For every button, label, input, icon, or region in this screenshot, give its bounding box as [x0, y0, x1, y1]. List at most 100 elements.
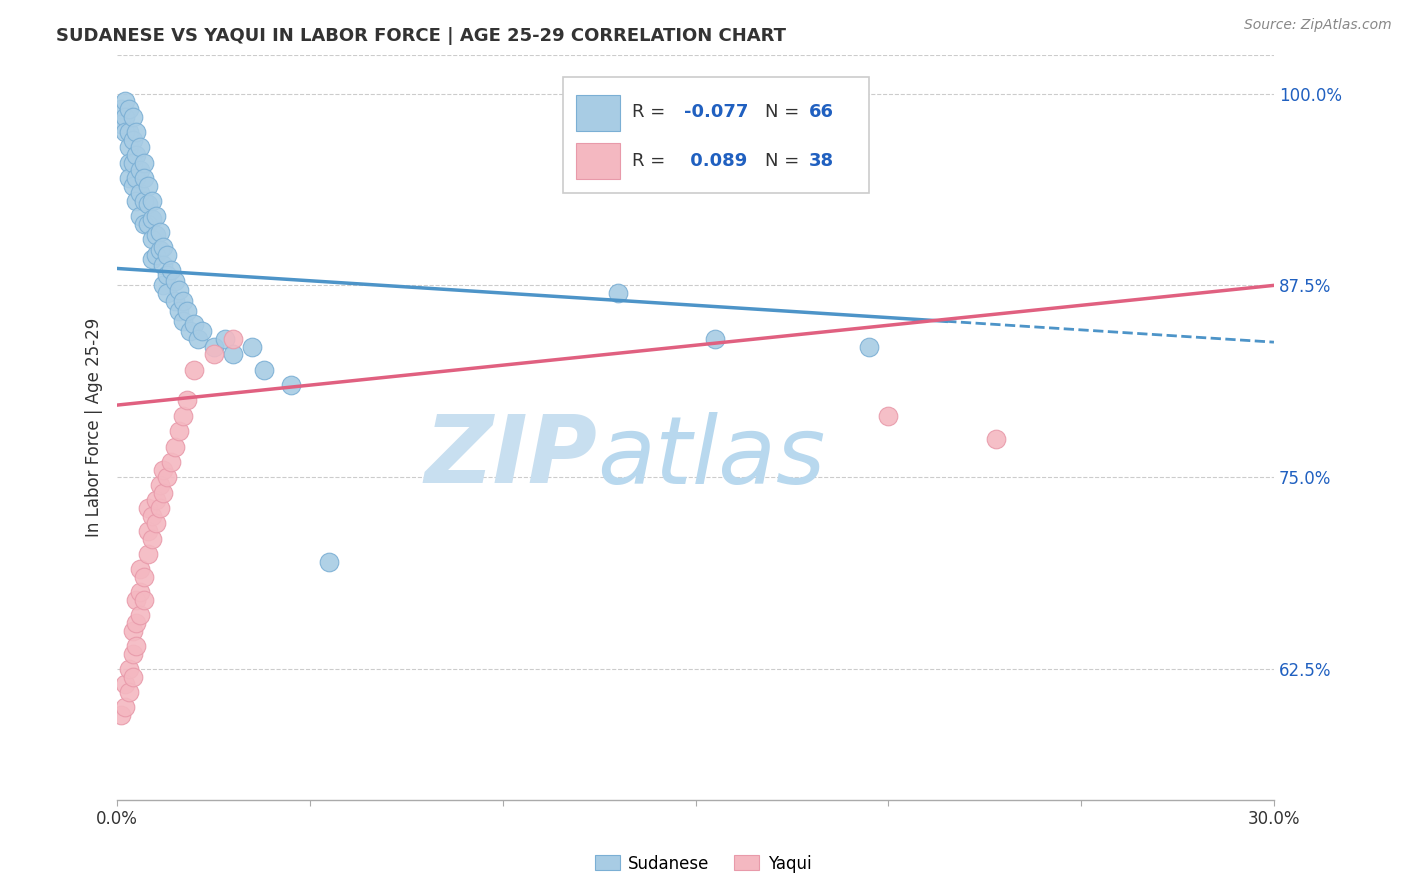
Point — [202, 347, 225, 361]
Point — [110, 102, 132, 116]
Point — [118, 140, 141, 154]
FancyBboxPatch shape — [562, 78, 869, 193]
Point — [136, 197, 159, 211]
Text: R =: R = — [631, 103, 671, 121]
Text: ZIP: ZIP — [425, 411, 598, 503]
Point — [134, 570, 156, 584]
Point — [141, 232, 163, 246]
Point — [149, 500, 172, 515]
Point — [141, 252, 163, 267]
Point — [136, 500, 159, 515]
Point — [114, 94, 136, 108]
Point — [136, 524, 159, 538]
Point — [222, 332, 245, 346]
Point — [121, 110, 143, 124]
Point — [202, 340, 225, 354]
Point — [141, 194, 163, 208]
Point — [136, 178, 159, 193]
Point — [141, 532, 163, 546]
Point — [179, 325, 201, 339]
Point — [125, 593, 148, 607]
Text: -0.077: -0.077 — [683, 103, 748, 121]
Point — [187, 332, 209, 346]
Point — [172, 409, 194, 423]
Point — [172, 313, 194, 327]
Point — [134, 217, 156, 231]
Point — [152, 485, 174, 500]
Point — [129, 585, 152, 599]
Text: R =: R = — [631, 152, 671, 169]
Point — [191, 325, 214, 339]
Point — [121, 178, 143, 193]
Point — [110, 117, 132, 131]
Point — [114, 125, 136, 139]
Point — [152, 240, 174, 254]
Point — [183, 363, 205, 377]
Point — [163, 440, 186, 454]
Point — [114, 110, 136, 124]
Y-axis label: In Labor Force | Age 25-29: In Labor Force | Age 25-29 — [86, 318, 103, 537]
Point — [134, 593, 156, 607]
Point — [114, 677, 136, 691]
Point — [318, 555, 340, 569]
Point — [121, 670, 143, 684]
Point — [134, 155, 156, 169]
Point — [167, 424, 190, 438]
Point — [152, 278, 174, 293]
Point — [145, 516, 167, 531]
Point — [152, 259, 174, 273]
Point — [129, 608, 152, 623]
Point — [121, 624, 143, 638]
Point — [110, 708, 132, 723]
Point — [156, 268, 179, 282]
Point — [129, 163, 152, 178]
Point — [118, 125, 141, 139]
Point — [858, 340, 880, 354]
Point — [253, 363, 276, 377]
FancyBboxPatch shape — [576, 95, 620, 131]
Point — [141, 508, 163, 523]
Point — [160, 263, 183, 277]
Point — [134, 194, 156, 208]
Point — [607, 286, 630, 301]
Text: atlas: atlas — [598, 411, 825, 502]
Point — [877, 409, 900, 423]
Point — [114, 700, 136, 714]
Point — [156, 247, 179, 261]
Point — [163, 293, 186, 308]
Point — [149, 243, 172, 257]
Point — [121, 647, 143, 661]
Point — [152, 462, 174, 476]
Point — [118, 662, 141, 676]
Point — [125, 125, 148, 139]
FancyBboxPatch shape — [576, 144, 620, 179]
Point — [125, 639, 148, 653]
Point — [118, 685, 141, 699]
Point — [145, 493, 167, 508]
Point — [136, 217, 159, 231]
Point — [121, 132, 143, 146]
Point — [145, 227, 167, 242]
Point — [149, 225, 172, 239]
Point — [145, 209, 167, 223]
Point — [118, 102, 141, 116]
Point — [156, 286, 179, 301]
Point — [125, 170, 148, 185]
Point — [125, 148, 148, 162]
Point — [129, 562, 152, 576]
Text: N =: N = — [765, 152, 806, 169]
Text: 38: 38 — [808, 152, 834, 169]
Point — [141, 212, 163, 227]
Point — [176, 393, 198, 408]
Point — [222, 347, 245, 361]
Point — [167, 283, 190, 297]
Point — [160, 455, 183, 469]
Point — [118, 155, 141, 169]
Point — [129, 209, 152, 223]
Point — [129, 186, 152, 201]
Point — [167, 304, 190, 318]
Point — [214, 332, 236, 346]
Legend: Sudanese, Yaqui: Sudanese, Yaqui — [588, 848, 818, 880]
Point — [129, 140, 152, 154]
Point — [703, 332, 725, 346]
